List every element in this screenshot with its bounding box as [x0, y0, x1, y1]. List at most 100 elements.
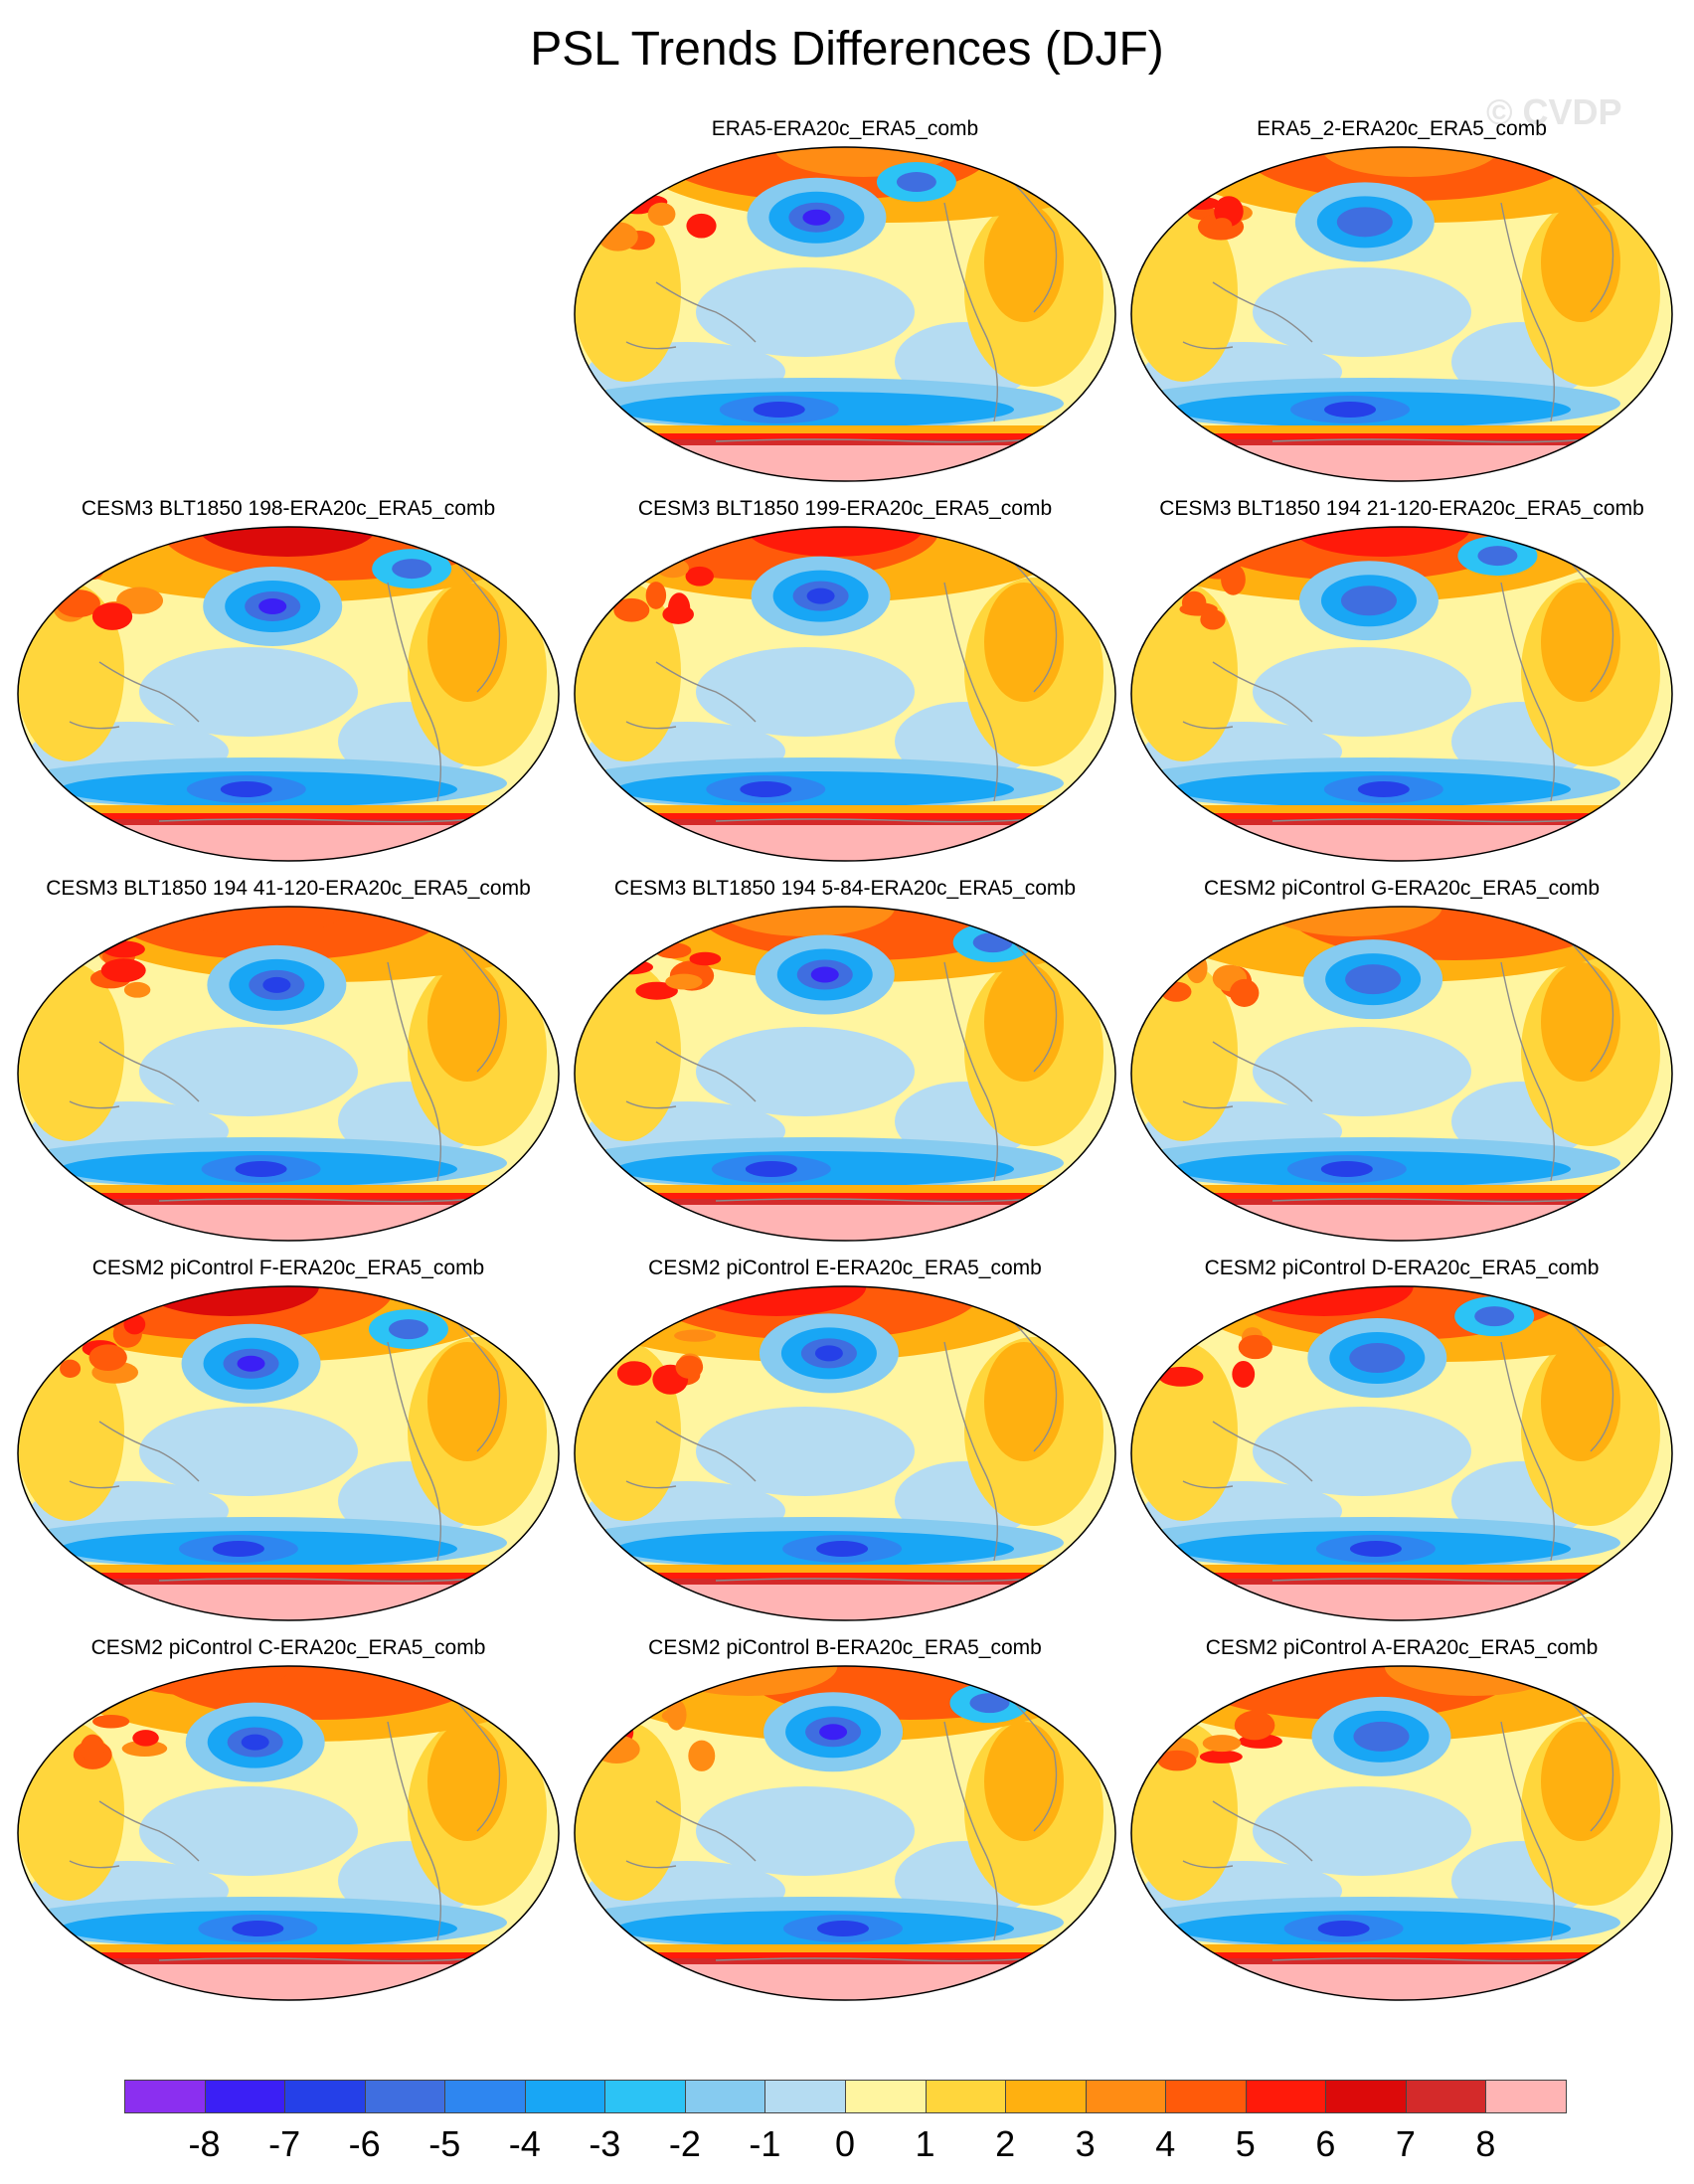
southern-low-core: [816, 1541, 869, 1557]
north-pacific-low-core: [258, 597, 287, 614]
southern-dark-red-ring: [1131, 439, 1672, 445]
coastline: [1500, 582, 1555, 802]
asia-warm-patch: [686, 213, 717, 239]
coastline: [715, 438, 1035, 443]
east-orange-region: [984, 203, 1064, 322]
west-warm-region: [1131, 203, 1238, 382]
southern-red-ring: [1131, 1193, 1672, 1201]
coastline: [715, 1198, 1035, 1203]
southern-dark-red-ring: [18, 1199, 559, 1205]
antarctic-pink-cap: [575, 445, 1115, 481]
southern-low-core: [1320, 1161, 1373, 1177]
asia-warm-patch: [689, 951, 722, 966]
map-outline: [574, 1665, 1116, 2001]
asia-warm-patch: [1166, 935, 1207, 949]
colorbar-label: -5: [428, 2123, 461, 2164]
colorbar-box: [364, 2080, 446, 2113]
coastline: [625, 341, 677, 350]
colorbar-label: -8: [188, 2123, 221, 2164]
southern-low-core: [212, 1541, 264, 1557]
panel-title: ERA5_2-ERA20c_ERA5_comb: [1257, 117, 1547, 140]
asia-warm-patch: [1238, 1334, 1272, 1360]
map-outline: [574, 146, 1116, 482]
coastline: [98, 661, 200, 723]
colorbar-label: 4: [1155, 2123, 1176, 2164]
southern-red-ring: [575, 1193, 1115, 1201]
colorbar-label: 1: [915, 2123, 935, 2164]
colorbar-label: -7: [268, 2123, 301, 2164]
north-pacific-low-core: [819, 1724, 848, 1741]
coastline: [1271, 1198, 1592, 1203]
southern-orange-ring: [575, 1944, 1115, 1954]
coastline: [1003, 172, 1058, 313]
asia-warm-patch: [1234, 1710, 1275, 1741]
colorbar-box: [1485, 2080, 1567, 2113]
colorbar: -8 -7 -6 -5 -4 -3 -2 -1 0 1 2 3 4 5 6 7 8: [124, 2080, 1567, 2164]
pacific-light-blue-region: [696, 647, 915, 737]
asia-warm-patch: [91, 602, 133, 630]
colorbar-box: [1085, 2080, 1167, 2113]
map-panel: ERA5_2-ERA20c_ERA5_comb: [1123, 117, 1680, 485]
north-atlantic-blue-core: [1477, 546, 1518, 567]
map-panel: CESM2 piControl C-ERA20c_ERA5_comb: [10, 1636, 567, 2004]
arctic-dark-red-cap: [169, 907, 349, 936]
coastline: [69, 721, 120, 730]
asia-warm-patch: [75, 1698, 109, 1715]
colorbar-box: [1165, 2080, 1247, 2113]
colorbar-label: -4: [508, 2123, 541, 2164]
panel-title: CESM2 piControl F-ERA20c_ERA5_comb: [91, 1257, 485, 1279]
southern-low-core: [816, 1921, 869, 1936]
asia-warm-patch: [1200, 609, 1226, 630]
asia-warm-patch: [123, 1314, 146, 1335]
west-warm-region: [575, 962, 681, 1141]
coastline: [1560, 1311, 1614, 1452]
southern-red-ring: [1131, 433, 1672, 441]
asia-warm-patch: [1202, 1735, 1242, 1753]
panel-title: CESM3 BLT1850 198-ERA20c_ERA5_comb: [81, 497, 496, 520]
asia-warm-patch: [116, 587, 164, 614]
pacific-light-blue-region: [1253, 1407, 1471, 1496]
southern-orange-ring: [575, 1565, 1115, 1575]
asia-warm-patch: [1186, 953, 1208, 984]
east-orange-region: [1541, 583, 1620, 702]
coastline: [1182, 1860, 1234, 1869]
coastline: [1212, 281, 1313, 343]
coastline: [69, 1860, 120, 1869]
coastline: [625, 1480, 677, 1489]
southern-orange-ring: [18, 805, 559, 815]
antarctic-pink-cap: [18, 825, 559, 861]
coastline: [158, 1578, 478, 1583]
coastline: [446, 931, 501, 1073]
east-orange-region: [1541, 1342, 1620, 1461]
coastline: [1560, 931, 1614, 1073]
southern-orange-ring: [1131, 805, 1672, 815]
map-outline: [17, 526, 560, 862]
coastline: [625, 721, 677, 730]
coastline: [446, 1311, 501, 1452]
antarctic-pink-cap: [18, 1585, 559, 1620]
map-outline: [1130, 1285, 1673, 1621]
map-panel: CESM3 BLT1850 194 41-120-ERA20c_ERA5_com…: [10, 877, 567, 1245]
robinson-map: [17, 526, 560, 862]
southern-orange-ring: [1131, 1944, 1672, 1954]
coastline: [655, 1421, 757, 1482]
north-atlantic-blue-core: [969, 1693, 1010, 1714]
colorbar-box: [925, 2080, 1007, 2113]
pacific-light-blue-region: [696, 1027, 915, 1116]
robinson-map: [574, 526, 1116, 862]
map-panel: CESM2 piControl A-ERA20c_ERA5_comb: [1123, 1636, 1680, 2004]
southern-red-ring: [18, 813, 559, 821]
north-pacific-low-core: [262, 976, 291, 993]
map-outline: [1130, 906, 1673, 1242]
southern-orange-ring: [575, 1185, 1115, 1195]
southern-orange-ring: [1131, 425, 1672, 435]
coastline: [98, 1421, 200, 1482]
map-outline: [17, 1665, 560, 2001]
north-atlantic-blue-core: [392, 559, 432, 580]
coastline: [715, 818, 1035, 823]
southern-dark-red-ring: [1131, 1958, 1672, 1964]
north-pacific-low-core: [802, 209, 831, 226]
west-warm-region: [1131, 1342, 1238, 1521]
robinson-map: [574, 906, 1116, 1242]
colorbar-box: [1405, 2080, 1487, 2113]
